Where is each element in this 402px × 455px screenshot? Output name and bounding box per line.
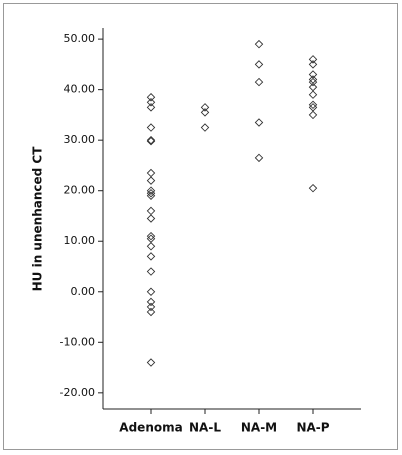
point — [146, 168, 156, 178]
point — [146, 267, 156, 276]
y-tick-label: -10.00 — [60, 335, 95, 348]
point — [308, 90, 318, 99]
x-tick-label: NA-M — [241, 421, 277, 435]
point — [308, 75, 318, 84]
point — [146, 136, 156, 146]
y-tick-label: 10.00 — [64, 234, 96, 247]
point — [308, 82, 318, 92]
point — [254, 39, 264, 49]
point — [200, 108, 210, 117]
y-tick-label: 50.00 — [64, 32, 96, 45]
point — [146, 242, 156, 251]
point — [146, 191, 156, 200]
x-tick-label: NA-P — [296, 421, 329, 435]
point — [254, 153, 264, 163]
y-axis-label: HU in unenhanced CT — [31, 146, 45, 292]
point — [146, 135, 156, 145]
point — [146, 214, 156, 223]
point — [146, 297, 156, 307]
point — [254, 77, 264, 87]
y-tick-label: 20.00 — [64, 184, 96, 197]
y-tick-label: -20.00 — [60, 386, 95, 399]
point — [146, 176, 156, 185]
point — [146, 252, 156, 261]
point — [308, 110, 318, 120]
point — [254, 60, 264, 69]
point — [146, 231, 156, 241]
point — [308, 55, 318, 64]
point — [146, 307, 156, 317]
x-tick-label: Adenoma — [119, 421, 182, 435]
x-tick-label: NA-L — [189, 421, 221, 435]
point — [146, 234, 156, 243]
point — [146, 188, 156, 198]
point — [146, 287, 156, 297]
point — [146, 206, 156, 216]
y-tick-label: 30.00 — [64, 133, 96, 146]
point — [254, 118, 264, 127]
point — [200, 123, 210, 132]
point — [308, 183, 318, 193]
point — [146, 302, 156, 312]
y-tick-label: 0.00 — [71, 285, 96, 298]
point — [146, 123, 156, 132]
point — [146, 92, 156, 102]
point — [146, 98, 156, 107]
y-tick-label: 40.00 — [64, 83, 96, 96]
point — [146, 186, 156, 195]
point — [200, 103, 210, 112]
frame — [3, 3, 398, 450]
point — [146, 103, 156, 112]
point — [308, 60, 318, 69]
point — [308, 70, 318, 79]
point — [146, 358, 156, 367]
point — [308, 100, 318, 110]
point — [308, 77, 318, 87]
point — [308, 103, 318, 112]
